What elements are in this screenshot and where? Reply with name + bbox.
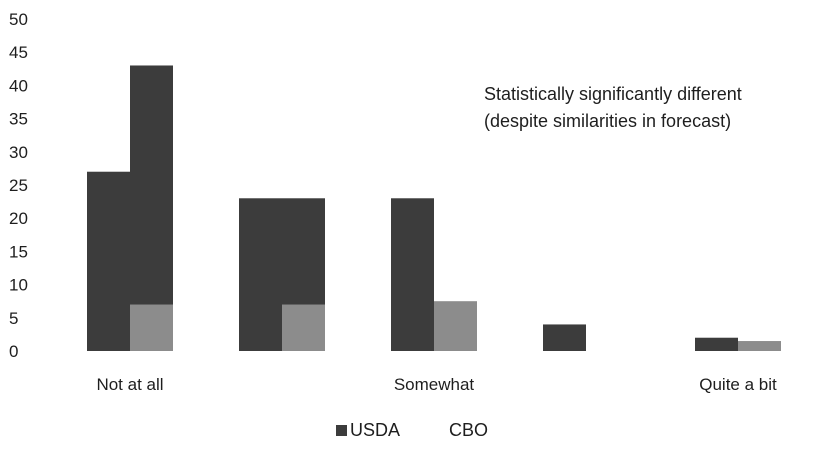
bar-cbo bbox=[434, 301, 477, 351]
legend-label-usda: USDA bbox=[350, 420, 400, 440]
bar-cbo-light-segment bbox=[282, 304, 325, 351]
y-tick-label: 30 bbox=[9, 143, 28, 162]
y-tick-label: 50 bbox=[9, 10, 28, 29]
bar-usda bbox=[391, 198, 434, 351]
annotation-line-1: Statistically significantly different bbox=[484, 84, 742, 104]
bar-cbo-light-segment bbox=[130, 304, 173, 351]
y-tick-label: 25 bbox=[9, 176, 28, 195]
x-category-label: Not at all bbox=[96, 375, 163, 394]
y-axis-ticks: 0 5 10 15 20 25 30 35 40 45 50 bbox=[9, 10, 28, 361]
bar-usda bbox=[87, 171, 130, 351]
x-category-label: Somewhat bbox=[394, 375, 475, 394]
y-tick-label: 20 bbox=[9, 209, 28, 228]
y-tick-label: 45 bbox=[9, 43, 28, 62]
bar-cbo bbox=[130, 65, 173, 351]
y-tick-label: 5 bbox=[9, 309, 18, 328]
y-tick-label: 35 bbox=[9, 110, 28, 129]
bar-cbo bbox=[738, 341, 781, 351]
bar-usda bbox=[543, 324, 586, 351]
bar-usda bbox=[695, 337, 738, 351]
legend-label-cbo: CBO bbox=[449, 420, 488, 440]
legend: USDA CBO bbox=[336, 420, 488, 440]
y-tick-label: 10 bbox=[9, 276, 28, 295]
x-axis-labels: Not at all Somewhat Quite a bit bbox=[96, 375, 777, 394]
bar-usda bbox=[239, 198, 282, 351]
x-category-label: Quite a bit bbox=[699, 375, 777, 394]
bars bbox=[87, 65, 781, 351]
annotation-line-2: (despite similarities in forecast) bbox=[484, 111, 731, 131]
legend-swatch-usda bbox=[336, 425, 347, 436]
y-tick-label: 15 bbox=[9, 242, 28, 261]
y-tick-label: 40 bbox=[9, 76, 28, 95]
y-tick-label: 0 bbox=[9, 342, 18, 361]
